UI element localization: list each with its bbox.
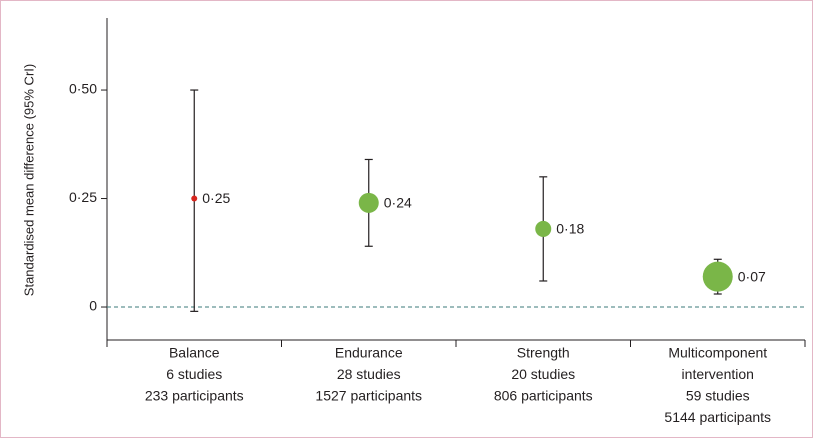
x-tick-label: Endurance	[335, 345, 403, 361]
point-estimate	[358, 192, 379, 213]
point-estimate	[535, 220, 552, 237]
y-tick-label: 0	[89, 298, 97, 314]
x-tick-label: 28 studies	[337, 366, 401, 382]
x-tick-label: Strength	[517, 345, 570, 361]
point-estimate	[191, 195, 198, 202]
value-label: 0·07	[738, 268, 766, 284]
x-tick-label: 20 studies	[511, 366, 575, 382]
x-tick-label: 1527 participants	[315, 388, 422, 404]
x-tick-label: Balance	[169, 345, 220, 361]
y-tick-label: 0·50	[69, 81, 97, 97]
x-tick-label: 806 participants	[494, 388, 593, 404]
x-tick-label: Multicomponent	[668, 345, 767, 361]
x-tick-label: 5144 participants	[664, 409, 771, 425]
y-tick-label: 0·25	[69, 189, 97, 205]
value-label: 0·25	[202, 190, 230, 206]
x-tick-label: intervention	[682, 366, 754, 382]
x-tick-label: 6 studies	[166, 366, 222, 382]
point-estimate	[702, 261, 733, 292]
value-label: 0·18	[556, 221, 584, 237]
x-tick-label: 59 studies	[686, 388, 750, 404]
value-label: 0·24	[384, 195, 412, 211]
y-axis-label: Standardised mean difference (95% CrI)	[21, 64, 36, 296]
x-tick-label: 233 participants	[145, 388, 244, 404]
